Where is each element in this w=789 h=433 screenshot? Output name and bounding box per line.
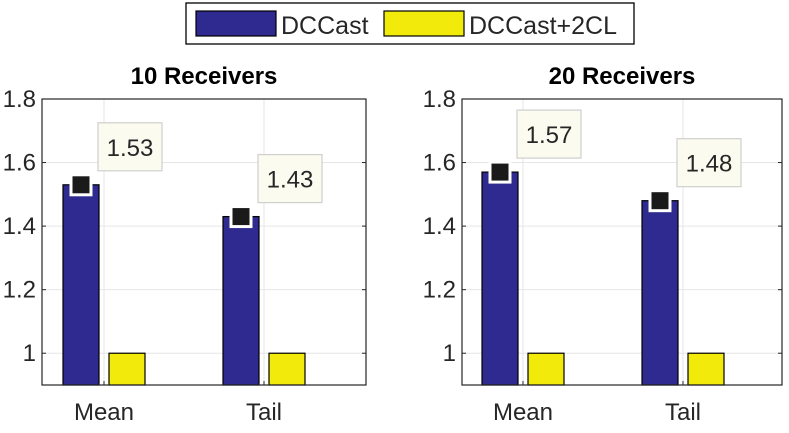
panel-1: 10 Receivers Mean Tail 1 1.2 1.4 1.6 1.8 1.53 1.4… [3,63,367,426]
x-tick-label: Mean [74,399,134,426]
y-tick-label: 1 [443,340,456,367]
x-tick-label: Tail [665,399,701,426]
legend-label-dccast: DCCast [281,12,369,40]
legend-swatch-dccast [195,10,277,37]
datatip-marker [69,173,93,197]
y-tick-label: 1.8 [3,86,36,113]
bar-dccast [62,184,100,386]
bar-dccast-2cl [687,352,725,386]
legend-label-dccast-2cl: DCCast+2CL [469,12,617,40]
y-tick-label: 1.8 [423,86,456,113]
y-tick-label: 1.4 [423,213,456,240]
x-tick-label: Tail [246,399,282,426]
bar-dccast [481,171,519,386]
y-tick-label: 1.6 [423,150,456,177]
datatip-label: 1.48 [686,151,733,178]
bar-dccast-2cl [268,352,306,386]
datatip-marker [488,160,512,184]
datatip-label: 1.43 [267,167,314,194]
datatip-marker [229,205,253,229]
x-tick-label: Mean [493,399,553,426]
bar-dccast-2cl [108,352,146,386]
datatip-box [257,153,323,204]
panel-2: 20 Receivers Mean Tail 1 1.2 1.4 1.6 1.8 1.57 1.4… [423,63,783,426]
datatip-box [676,138,742,188]
datatip-box [97,122,163,172]
plot-area [461,98,783,386]
y-tick-label: 1.2 [423,277,456,304]
y-tick-label: 1 [23,340,36,367]
bar-dccast [222,215,260,386]
legend: DCCast DCCast+2CL [185,2,635,45]
bar-dccast [641,200,679,386]
datatip-box [516,109,582,159]
datatip-label: 1.57 [526,122,573,149]
datatip-label: 1.53 [107,135,154,162]
bar-dccast-2cl [527,352,565,386]
chart-title: 10 Receivers [131,63,278,90]
datatip-marker [648,189,672,213]
y-tick-label: 1.2 [3,277,36,304]
legend-swatch-dccast-2cl [383,10,465,37]
chart-title: 20 Receivers [549,63,696,90]
plot-area [41,98,367,386]
y-tick-label: 1.4 [3,213,36,240]
y-tick-label: 1.6 [3,150,36,177]
